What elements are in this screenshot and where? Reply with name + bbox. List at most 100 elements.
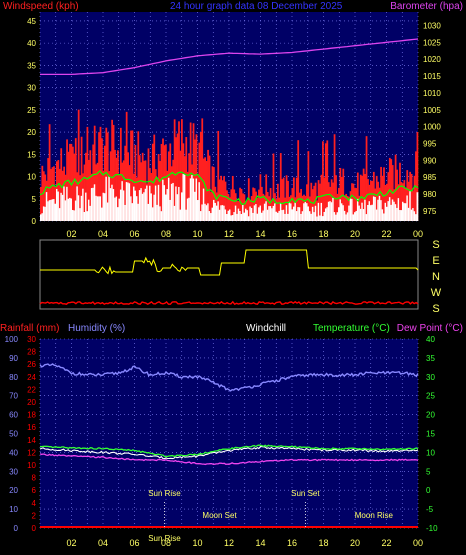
wind-low-bar: [204, 203, 207, 221]
wind-gust-bar: [361, 175, 364, 221]
wind-low-bar: [160, 211, 163, 221]
temperature-tick-label: 30: [426, 373, 435, 382]
wind-low-bar: [303, 203, 305, 221]
time-tick-label: 22: [381, 229, 391, 239]
wind-gust-bar: [327, 182, 330, 221]
windspeed-tick-label: 20: [27, 128, 36, 137]
wind-gust-bar: [124, 145, 127, 221]
wind-gust-bar: [40, 186, 42, 221]
wind-low-bar: [74, 200, 77, 221]
wind-gust-bar: [330, 179, 333, 221]
wind-low-bar: [115, 196, 118, 221]
wind-low-bar: [223, 205, 225, 221]
wind-gust-bar: [342, 168, 345, 221]
wind-low-bar: [393, 201, 396, 221]
wind-low-bar: [109, 188, 112, 221]
time-tick-label: 22: [381, 538, 391, 548]
wind-gust-bar: [233, 189, 236, 221]
wind-gust-bar: [143, 160, 145, 221]
rainfall-tick-label: 8: [32, 474, 37, 483]
time-tick-label: 16: [287, 538, 297, 548]
dewpoint-axis-label: Dew Point (°C): [397, 323, 463, 334]
wind-gust-bar: [338, 187, 340, 221]
wind-low-bar: [176, 194, 179, 221]
time-tick-label: 12: [224, 229, 234, 239]
temperature-tick-label: 20: [426, 411, 435, 420]
windspeed-tick-label: 0: [32, 217, 37, 226]
barometer-tick-label: 1025: [423, 38, 441, 47]
wind-gust-bar: [111, 119, 113, 221]
wind-low-bar: [260, 212, 263, 221]
wind-low-bar: [208, 211, 211, 221]
wind-gust-bar: [407, 181, 410, 221]
wind-low-bar: [294, 202, 297, 221]
wind-gust-bar: [230, 189, 233, 221]
wind-low-bar: [307, 206, 310, 221]
wind-low-bar: [111, 184, 113, 221]
time-tick-label: 06: [129, 538, 139, 548]
wind-low-bar: [73, 210, 76, 221]
wind-low-bar: [175, 186, 177, 221]
temperature-humidity-lines: [39, 363, 419, 528]
barometer-tick-label: 995: [423, 139, 437, 148]
wind-low-bar: [92, 187, 95, 221]
humidity-tick-label: 70: [9, 392, 18, 401]
wind-gust-bar: [320, 174, 323, 221]
wind-low-bar: [96, 196, 99, 221]
wind-low-bar: [137, 203, 140, 221]
wind-low-bar: [326, 207, 329, 221]
windspeed-tick-label: 10: [27, 173, 36, 182]
wind-low-bar: [268, 206, 271, 221]
wind-low-bar: [287, 213, 289, 221]
windspeed-tick-label: 40: [27, 39, 36, 48]
wind-gust-bar: [99, 126, 102, 221]
wind-gust-bar: [258, 189, 260, 221]
wind-low-bar: [141, 193, 144, 221]
wind-gust-bar: [410, 173, 413, 221]
wind-low-bar: [397, 198, 400, 221]
rainfall-tick-label: 16: [27, 423, 36, 432]
wind-low-bar: [266, 209, 269, 221]
wind-gust-bar: [276, 183, 279, 221]
wind-gust-bar: [240, 188, 243, 221]
barometer-tick-label: 990: [423, 156, 437, 165]
wind-gust-bar: [181, 119, 183, 221]
wind-gust-bar: [195, 134, 198, 221]
wind-low-bar: [183, 174, 186, 221]
wind-low-bar: [119, 189, 122, 221]
wind-low-bar: [61, 194, 64, 221]
wind-gust-bar: [362, 168, 365, 221]
wind-low-bar: [233, 212, 236, 221]
wind-low-bar: [391, 199, 394, 221]
wind-gust-bar: [282, 177, 285, 221]
wind-low-bar: [165, 194, 167, 221]
wind-low-bar: [127, 182, 129, 221]
wind-gust-bar: [112, 124, 115, 221]
wind-low-bar: [143, 192, 145, 221]
wind-low-bar: [134, 190, 137, 221]
wind-gust-bar: [218, 179, 221, 221]
rainfall-tick-label: 4: [32, 499, 37, 508]
wind-low-bar: [202, 188, 205, 221]
wind-gust-bar: [189, 122, 192, 221]
windspeed-tick-label: 25: [27, 106, 36, 115]
rainfall-tick-label: 20: [27, 398, 36, 407]
wind-low-bar: [151, 207, 154, 221]
wind-low-bar: [70, 198, 73, 221]
wind-gust-bar: [260, 186, 263, 221]
wind-low-bar: [186, 198, 189, 221]
wind-barometer-grid: [39, 12, 419, 222]
wind-low-bar: [381, 209, 384, 221]
wind-low-bar: [335, 214, 337, 221]
wind-gust-bar: [70, 143, 73, 221]
wind-gust-bar: [198, 142, 201, 221]
temperature-tick-label: -10: [426, 524, 438, 533]
wind-low-bar: [53, 199, 55, 221]
wind-gust-bar: [58, 168, 61, 221]
wind-gust-bar: [153, 134, 156, 221]
wind-gust-bar: [223, 176, 225, 221]
wind-low-bar: [343, 210, 346, 221]
wind-gust-bar: [339, 167, 342, 221]
